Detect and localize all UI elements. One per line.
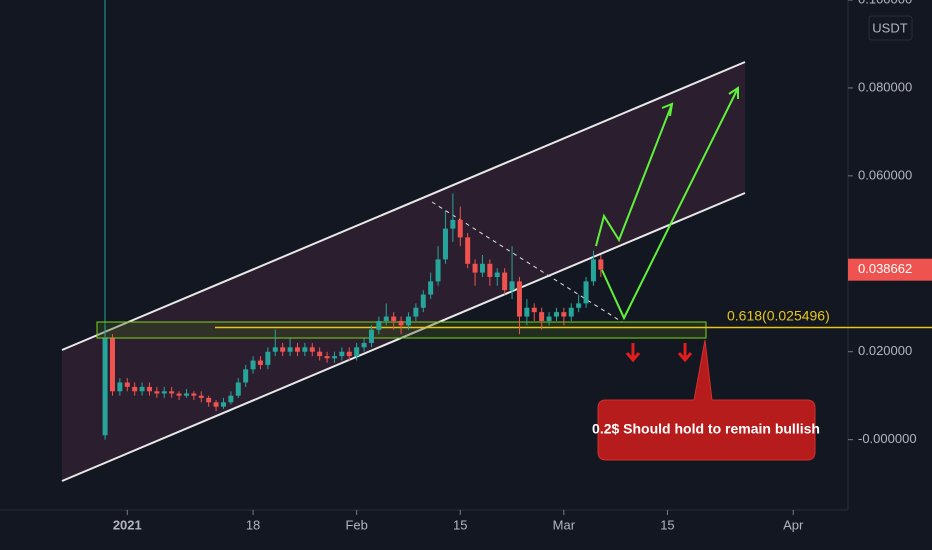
plot	[102, 193, 932, 440]
channel-lower	[61, 192, 746, 482]
candle-body	[590, 259, 596, 282]
candle-body	[568, 307, 574, 317]
candle-body	[472, 263, 478, 273]
candle-body	[280, 347, 286, 352]
candle-body	[102, 338, 108, 436]
candle-body	[442, 228, 448, 260]
candle-body	[287, 347, 293, 352]
candle-body	[465, 237, 471, 264]
candle-body	[361, 342, 367, 348]
candle-body	[457, 219, 463, 238]
currency-label: USDT	[872, 20, 907, 35]
x-tick-label: 2021	[113, 517, 142, 532]
candle-body	[154, 391, 160, 394]
channel-upper	[61, 61, 746, 351]
candle-body	[576, 303, 582, 308]
candle-body	[413, 307, 419, 317]
candle-body	[124, 382, 130, 387]
channel-fill	[62, 62, 745, 481]
candle-body	[368, 329, 374, 343]
candle-body	[309, 347, 315, 352]
candle-body	[516, 281, 522, 317]
candle-body	[546, 316, 552, 321]
candle-body	[176, 393, 182, 396]
x-tick-label: Apr	[783, 517, 804, 532]
candle-body	[398, 320, 404, 326]
candle-body	[339, 351, 345, 357]
fib-label: 0.618(0.025496)	[727, 307, 830, 323]
candle-body	[161, 391, 167, 394]
candle-body	[183, 393, 189, 396]
candle-body	[561, 312, 567, 317]
candle-body	[169, 391, 175, 394]
candle-body	[405, 316, 411, 326]
candle-body	[331, 356, 337, 359]
candle-body	[428, 281, 434, 295]
candle-body	[553, 312, 559, 317]
candle-body	[198, 395, 204, 398]
candle-body	[250, 360, 256, 370]
y-tick-label: 0.080000	[858, 79, 912, 94]
candle-body	[324, 356, 330, 359]
currency-box	[868, 15, 913, 41]
candle-body	[502, 272, 508, 291]
candle-body	[531, 307, 537, 313]
arrow-head	[728, 86, 739, 99]
candle-body	[302, 347, 308, 352]
candle-body	[228, 395, 234, 403]
candle-body	[524, 307, 530, 317]
projection-arrow	[595, 103, 673, 247]
candle-body	[420, 294, 426, 308]
candle-body	[354, 347, 360, 357]
candle-body	[294, 347, 300, 352]
y-tick-label: 0.060000	[858, 167, 912, 182]
candle-body	[132, 386, 138, 392]
y-tick-label: 0.020000	[858, 343, 912, 358]
candle-body	[243, 369, 249, 383]
price-tag	[848, 258, 932, 281]
x-tick-label: Mar	[553, 517, 576, 532]
candle-body	[435, 259, 441, 282]
candle-body	[235, 382, 241, 396]
candle-body	[383, 316, 389, 321]
candle-body	[213, 402, 219, 407]
down-arrows	[625, 343, 693, 363]
candle-body	[539, 312, 545, 321]
candle-body	[583, 281, 589, 304]
projection-arrow	[601, 87, 739, 321]
y-tick-label: -0.000000	[858, 431, 917, 446]
y-tick-label: 0.100000	[858, 0, 912, 6]
candle-body	[220, 402, 226, 407]
candle-body	[509, 281, 515, 291]
candle-body	[487, 263, 493, 277]
x-tick-label: Feb	[345, 517, 367, 532]
x-tick-label: 18	[246, 517, 260, 532]
candle-body	[257, 360, 263, 365]
candle-body	[391, 316, 397, 321]
candle-body	[450, 219, 456, 229]
callout-box	[597, 339, 816, 461]
x-tick-label: 15	[660, 517, 674, 532]
candle-body	[346, 351, 352, 357]
candle-body	[109, 338, 115, 392]
candle-body	[479, 263, 485, 273]
x-tick-label: 15	[453, 517, 467, 532]
price-tag-label: 0.038662	[858, 261, 912, 276]
candle-body	[494, 272, 500, 277]
candle-body	[191, 393, 197, 396]
candle-body	[206, 397, 212, 403]
callout-text: 0.2$ Should hold to remain bullish	[592, 421, 820, 437]
arrow-head	[661, 102, 674, 117]
candle-body	[317, 351, 323, 357]
candle-body	[265, 351, 271, 365]
candle-body	[598, 259, 604, 270]
candle-body	[117, 382, 123, 392]
candle-body	[146, 386, 152, 392]
candle-body	[139, 386, 145, 392]
trend-line	[431, 201, 623, 323]
candle-body	[272, 347, 278, 352]
candle-body	[376, 320, 382, 330]
